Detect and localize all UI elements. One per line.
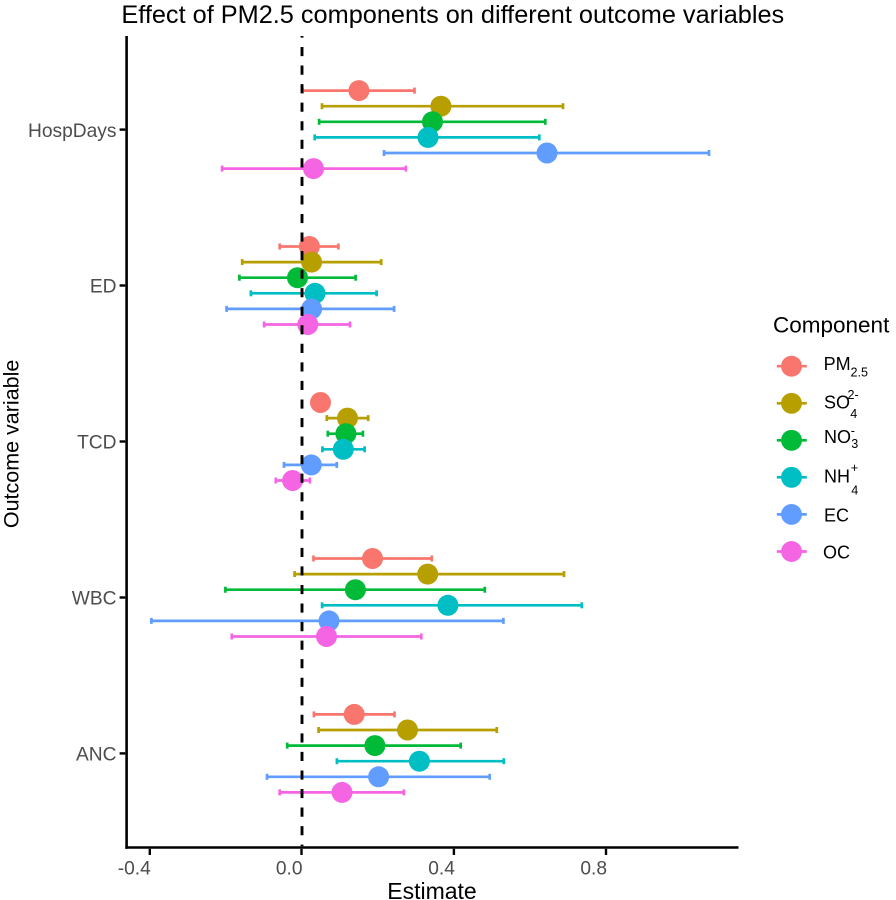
svg-text:ED: ED <box>90 277 117 298</box>
svg-text:Outcome variable: Outcome variable <box>0 360 24 529</box>
svg-text:0.0: 0.0 <box>276 858 303 879</box>
svg-text:TCD: TCD <box>77 433 116 454</box>
svg-text:2-: 2- <box>848 388 859 402</box>
svg-text:0.4: 0.4 <box>428 858 455 879</box>
svg-text:HospDays: HospDays <box>28 121 117 142</box>
svg-text:NO: NO <box>824 427 851 447</box>
svg-text:4: 4 <box>851 484 858 498</box>
svg-text:+: + <box>851 461 858 475</box>
svg-text:3: 3 <box>851 437 858 451</box>
svg-text:ANC: ANC <box>76 745 117 766</box>
svg-text:-0.4: -0.4 <box>118 858 151 879</box>
svg-text:PM: PM <box>824 354 851 374</box>
svg-text:Effect of PM2.5 components on: Effect of PM2.5 components on different … <box>121 1 784 29</box>
svg-text:Component: Component <box>773 313 890 338</box>
svg-text:WBC: WBC <box>72 589 117 610</box>
svg-text:NH: NH <box>824 467 850 487</box>
svg-text:0.8: 0.8 <box>580 858 607 879</box>
svg-text:-: - <box>851 424 855 438</box>
svg-text:EC: EC <box>824 505 849 525</box>
svg-text:Estimate: Estimate <box>387 878 476 900</box>
svg-text:SO: SO <box>824 393 850 413</box>
svg-text:2.5: 2.5 <box>851 365 869 379</box>
svg-text:4: 4 <box>850 407 857 421</box>
svg-text:OC: OC <box>823 543 850 563</box>
